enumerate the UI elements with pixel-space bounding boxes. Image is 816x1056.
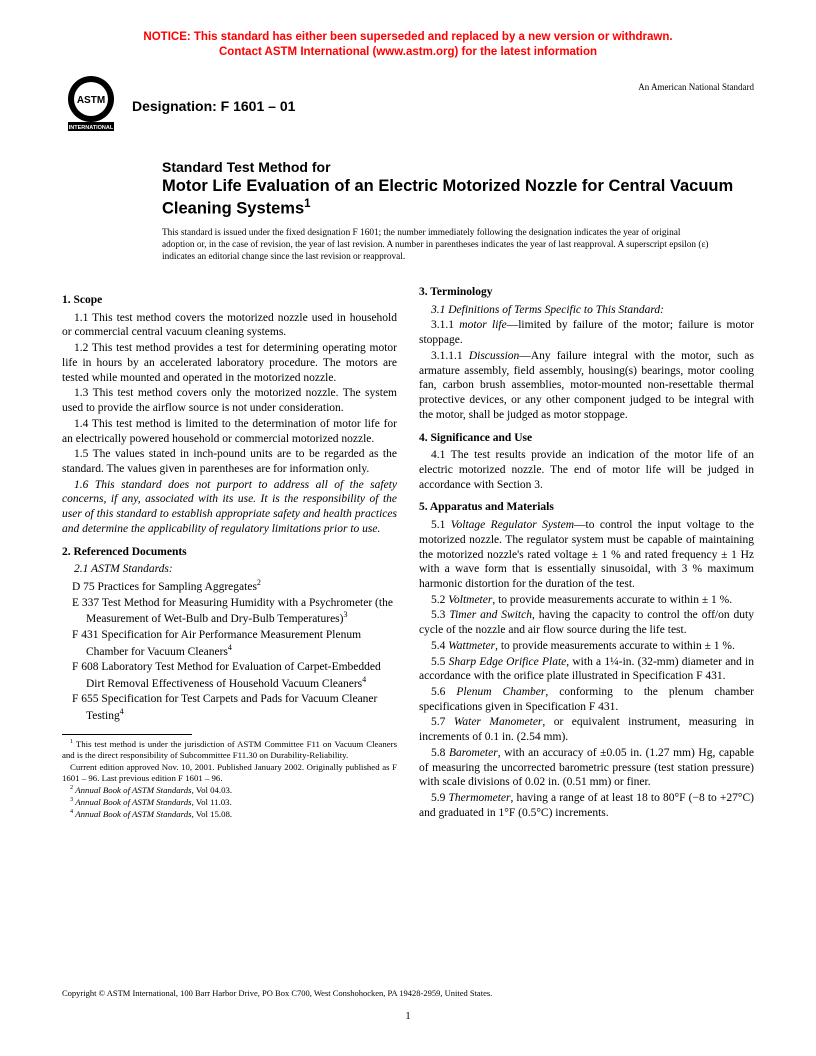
scope-p4: 1.4 This test method is limited to the d…	[62, 417, 397, 446]
footnote-4: 4 Annual Book of ASTM Standards, Vol 15.…	[62, 809, 397, 820]
copyright: Copyright © ASTM International, 100 Barr…	[62, 988, 492, 998]
title-main: Motor Life Evaluation of an Electric Mot…	[162, 176, 754, 219]
ref-f608: F 608 Laboratory Test Method for Evaluat…	[62, 660, 397, 691]
refs-sub: 2.1 ASTM Standards:	[62, 562, 397, 577]
scope-head: 1. Scope	[62, 293, 397, 308]
title-sup: 1	[304, 198, 310, 210]
title-block: Standard Test Method for Motor Life Eval…	[162, 158, 754, 219]
scope-p5: 1.5 The values stated in inch-pound unit…	[62, 447, 397, 476]
title-prefix: Standard Test Method for	[162, 158, 754, 176]
scope-p6: 1.6 This standard does not purport to ad…	[62, 478, 397, 537]
app-52: 5.2 Voltmeter, to provide measurements a…	[419, 593, 754, 608]
refs-head: 2. Referenced Documents	[62, 545, 397, 560]
body-columns: 1. Scope 1.1 This test method covers the…	[62, 285, 754, 824]
refs-sub-text: 2.1 ASTM Standards:	[74, 563, 173, 575]
footnote-block: 1 This test method is under the jurisdic…	[62, 734, 397, 820]
footnote-1: 1 This test method is under the jurisdic…	[62, 739, 397, 761]
sig-p41: 4.1 The test results provide an indicati…	[419, 448, 754, 492]
svg-text:ASTM: ASTM	[77, 95, 105, 106]
astm-logo-icon: ASTM INTERNATIONAL	[62, 74, 120, 132]
notice-line1: NOTICE: This standard has either been su…	[143, 31, 672, 43]
svg-text:INTERNATIONAL: INTERNATIONAL	[69, 125, 114, 131]
scope-p3: 1.3 This test method covers only the mot…	[62, 386, 397, 415]
ref-f655: F 655 Specification for Test Carpets and…	[62, 692, 397, 723]
app-58: 5.8 Barometer, with an accuracy of ±0.05…	[419, 746, 754, 790]
title-text: Motor Life Evaluation of an Electric Mot…	[162, 177, 733, 217]
app-56: 5.6 Plenum Chamber, conforming to the pl…	[419, 685, 754, 714]
app-55: 5.5 Sharp Edge Orifice Plate, with a 1¼-…	[419, 655, 754, 684]
scope-p1: 1.1 This test method covers the motorize…	[62, 311, 397, 340]
footnote-2: 2 Annual Book of ASTM Standards, Vol 04.…	[62, 785, 397, 796]
term-311: 3.1.1 motor life—limited by failure of t…	[419, 318, 754, 347]
header-row: ASTM INTERNATIONAL Designation: F 1601 –…	[62, 74, 754, 132]
term-head: 3. Terminology	[419, 285, 754, 300]
term-sub: 3.1 Definitions of Terms Specific to Thi…	[419, 303, 754, 318]
scope-p2: 1.2 This test method provides a test for…	[62, 341, 397, 385]
app-57: 5.7 Water Manometer, or equivalent instr…	[419, 715, 754, 744]
designation: Designation: F 1601 – 01	[132, 98, 295, 114]
term-3111: 3.1.1.1 Discussion—Any failure integral …	[419, 349, 754, 423]
ref-d75: D 75 Practices for Sampling Aggregates2	[62, 578, 397, 595]
app-59: 5.9 Thermometer, having a range of at le…	[419, 791, 754, 820]
notice-line2: Contact ASTM International (www.astm.org…	[219, 46, 597, 58]
issuance-note: This standard is issued under the fixed …	[162, 227, 714, 263]
sig-head: 4. Significance and Use	[419, 431, 754, 446]
app-53: 5.3 Timer and Switch, having the capacit…	[419, 608, 754, 637]
app-head: 5. Apparatus and Materials	[419, 500, 754, 515]
footnote-1b: Current edition approved Nov. 10, 2001. …	[62, 762, 397, 784]
app-51: 5.1 Voltage Regulator System—to control …	[419, 518, 754, 592]
ref-f431: F 431 Specification for Air Performance …	[62, 628, 397, 659]
notice-banner: NOTICE: This standard has either been su…	[62, 30, 754, 60]
ref-e337: E 337 Test Method for Measuring Humidity…	[62, 596, 397, 627]
app-54: 5.4 Wattmeter, to provide measurements a…	[419, 639, 754, 654]
page-number: 1	[0, 1010, 816, 1022]
ans-label: An American National Standard	[638, 82, 754, 92]
header-left: ASTM INTERNATIONAL Designation: F 1601 –…	[62, 74, 295, 132]
footnote-3: 3 Annual Book of ASTM Standards, Vol 11.…	[62, 797, 397, 808]
